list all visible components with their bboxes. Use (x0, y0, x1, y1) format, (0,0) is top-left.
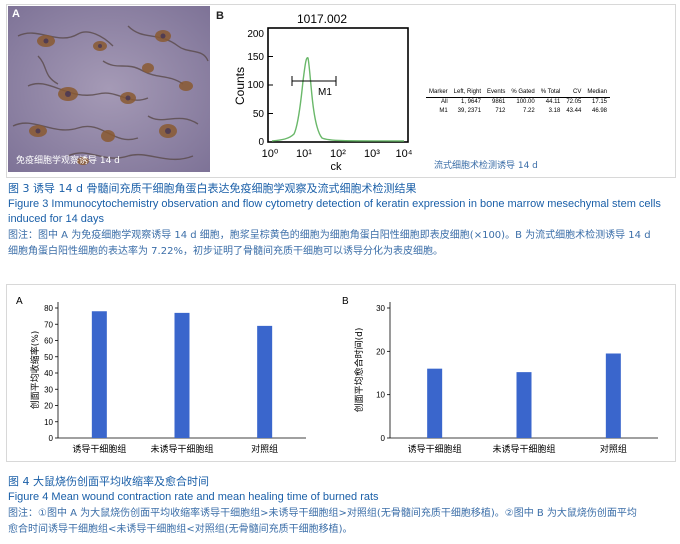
micrograph-image (8, 6, 210, 172)
flow-xlabel: ck (331, 161, 343, 172)
stats-cell: M1 (439, 108, 448, 114)
flow-y-ticks (268, 27, 273, 143)
stats-cell: 39, 2371 (457, 108, 482, 114)
fig3-title-en-2: induced for 14 days (8, 213, 105, 225)
chartB-ytick-label: 20 (376, 347, 385, 356)
flow-stats-table: Marker Left, Right Events % Gated % Tota… (426, 88, 611, 116)
fig3-title-en-1: Figure 3 Immunocytochemistry observation… (8, 198, 661, 210)
fig4-title-en: Figure 4 Mean wound contraction rate and… (8, 491, 379, 503)
flow-cytometry-panel-b: B 1017.002 Counts 0 50 100 150 200 10⁰ 1… (214, 6, 670, 172)
chartA-ytick-label: 80 (44, 304, 53, 313)
stats-header: % Gated (511, 89, 535, 95)
panel-a-caption: 免疫细胞学观察诱导 14 d (16, 156, 120, 166)
stats-header: % Total (540, 89, 561, 95)
panel-a-label: A (12, 8, 20, 20)
stats-row: All 1, 9647 9861 100.00 44.11 72.05 17.1… (426, 98, 610, 108)
stats-cell: 712 (495, 108, 506, 114)
chartA-bar (257, 325, 273, 438)
figure-4-panels (6, 284, 676, 462)
chartA-category-label: 诱导干细胞组 (72, 443, 126, 455)
chartA-ytick-label: 40 (44, 369, 53, 378)
fig3-note-2: 细胞角蛋白阳性细胞的表达率为 7.22%，初步证明了骨髓间充质干细胞可以诱导分化… (8, 246, 443, 257)
chartB-ytick-label: 30 (376, 304, 385, 313)
flow-xtick-2: 10² (330, 148, 346, 160)
chart-a: A 创面平均收缩率(%) 0 10 20 30 40 50 60 70 80 诱导干细胞组 未诱导… (16, 296, 306, 455)
chartB-ytick-label: 10 (376, 391, 385, 400)
flow-histogram-curve (271, 57, 405, 142)
fig3-title-cn: 图 3 诱导 14 d 骨髓间充质干细胞角蛋白表达免疫细胞学观察及流式细胞术检测… (8, 182, 417, 195)
chartA-ytick-label: 70 (44, 320, 53, 329)
flow-title: 1017.002 (297, 12, 347, 26)
flow-histogram: 1017.002 Counts 0 50 100 150 200 10⁰ 10¹… (233, 12, 413, 172)
chartB-bar (516, 372, 532, 438)
micrograph-panel-a: A 免疫细胞学观察诱导 14 d (8, 6, 210, 172)
chartB-category-label: 诱导干细胞组 (408, 443, 462, 455)
stats-header: Median (587, 89, 608, 95)
stats-cell: 43.44 (566, 108, 582, 114)
stats-header: Left, Right (453, 89, 482, 95)
flow-xtick-1: 10¹ (296, 148, 312, 160)
stats-header: Marker (429, 89, 448, 95)
chart-b: B 创面平均愈合时间(d) 0 10 20 30 诱导干细胞组 未诱导干细胞组 对照组 (342, 296, 658, 455)
flow-ytick-200: 200 (247, 29, 264, 40)
chartA-ytick-label: 50 (44, 353, 53, 362)
chartA-ytick-label: 60 (44, 337, 53, 346)
stats-cell: All (441, 99, 448, 105)
stats-cell: 46.98 (592, 108, 608, 114)
fig4-note-1: 图注：①图中 A 为大鼠烧伤创面平均收缩率诱导干细胞组>未诱导干细胞组>对照组(… (8, 508, 637, 519)
fig4-charts: A 创面平均收缩率(%) 0 10 20 30 40 50 60 70 80 诱导干细胞组 未诱导… (16, 296, 658, 455)
chartA-category-label: 未诱导干细胞组 (150, 443, 213, 455)
fig4-title-cn: 图 4 大鼠烧伤创面平均收缩率及愈合时间 (8, 475, 209, 488)
chartB-category-label: 对照组 (600, 443, 627, 455)
stats-header: Events (487, 89, 506, 95)
flow-ytick-50: 50 (253, 109, 265, 120)
chartB-bar (605, 353, 621, 438)
flow-xtick-0: 10⁰ (262, 148, 279, 160)
chartA-ytick-label: 30 (44, 385, 53, 394)
flow-ylabel: Counts (233, 67, 247, 105)
fig3-note-1: 图注：图中 A 为免疫细胞学观察诱导 14 d 细胞，胞浆呈棕黄色的细胞为细胞角… (8, 230, 651, 241)
flow-gate-m1 (291, 76, 337, 86)
chartB-category-label: 未诱导干细胞组 (492, 443, 555, 455)
stats-cell: 1, 9647 (461, 99, 482, 105)
stats-cell: 72.05 (566, 99, 582, 105)
flow-caption: 流式细胞术检测诱导 14 d (434, 161, 538, 171)
stats-cell: 9861 (492, 99, 506, 105)
chartA-bar (91, 311, 107, 438)
flow-ytick-0: 0 (258, 137, 264, 148)
flow-gate-label: M1 (318, 87, 332, 98)
chartA-bar (174, 312, 190, 438)
chartB-ytick-label: 0 (381, 434, 386, 443)
chart-a-ylabel: 创面平均收缩率(%) (29, 331, 41, 410)
chartA-category-label: 对照组 (251, 443, 278, 455)
stats-cell: 17.15 (592, 99, 608, 105)
flow-ytick-100: 100 (247, 80, 264, 91)
stats-row: M1 39, 2371 712 7.22 3.18 43.44 46.98 (426, 107, 610, 116)
chart-a-panel-label: A (16, 296, 23, 307)
chartA-ytick-label: 20 (44, 402, 53, 411)
chart-b-panel-label: B (342, 296, 349, 307)
fig4-note-2: 愈合时间诱导干细胞组<未诱导干细胞组<对照组(无骨髓间充质干细胞移植)。 (8, 524, 353, 535)
stats-cell: 7.22 (523, 108, 535, 114)
stats-cell: 3.18 (548, 108, 561, 114)
chartA-ytick-label: 0 (49, 434, 54, 443)
chart-b-ylabel: 创面平均愈合时间(d) (353, 328, 365, 413)
chartA-ytick-label: 10 (44, 418, 53, 427)
flow-ytick-150: 150 (247, 52, 264, 63)
stats-header: CV (572, 89, 582, 95)
flow-plot-frame (267, 27, 409, 143)
chartB-bar (427, 368, 443, 438)
flow-xtick-4: 10⁴ (396, 148, 413, 160)
panel-b-label: B (216, 10, 224, 22)
stats-cell: 44.11 (545, 99, 561, 105)
stats-cell: 100.00 (516, 99, 535, 105)
flow-xtick-3: 10³ (364, 148, 380, 160)
